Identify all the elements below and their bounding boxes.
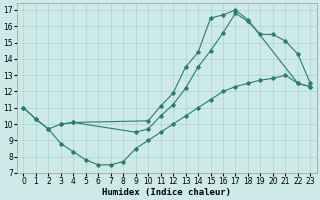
X-axis label: Humidex (Indice chaleur): Humidex (Indice chaleur)	[102, 188, 231, 197]
